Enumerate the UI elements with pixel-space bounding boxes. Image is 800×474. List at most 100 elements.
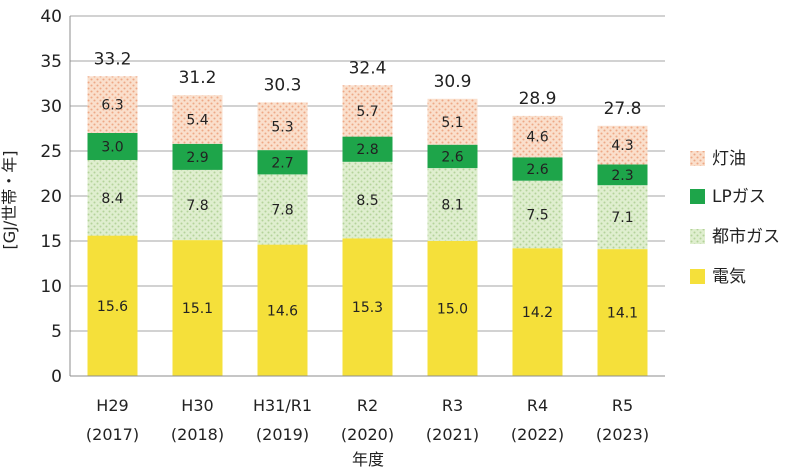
y-tick-label: 10 [40,277,62,297]
data-label-city-gas: 7.1 [611,210,633,226]
bar-segment-lp-gas [257,150,308,175]
bar-segment-lp-gas [87,133,138,160]
total-label: 32.4 [349,58,387,78]
bar-segment-electricity [257,244,308,376]
data-label-electricity: 14.6 [267,303,298,319]
total-label: 30.3 [264,75,302,95]
x-tick-year-label: (2023) [596,425,649,444]
data-label-lp-gas: 2.6 [441,149,463,165]
y-tick-label: 15 [40,232,62,252]
bar-segment-electricity [87,235,138,376]
x-tick-label: R2 [357,396,378,415]
data-label-electricity: 15.3 [352,300,383,316]
axes: [GJ/世帯・年] 年度 0 5 10 15 20 25 30 35 40 H29 (2017) H3… [0,7,665,469]
x-axis-title: 年度 [352,450,384,469]
data-label-kerosene: 6.3 [101,98,123,114]
data-label-kerosene: 5.1 [441,115,463,131]
data-label-electricity: 15.0 [437,302,468,318]
bar-segment-city-gas [512,180,563,249]
total-label: 27.8 [604,99,642,119]
bar-segment-city-gas [87,160,138,236]
bar-segment-city-gas [342,161,393,239]
bar-segment-electricity [427,241,478,376]
data-labels: 15.6 8.4 3.0 6.3 33.2 15.1 7.8 2.9 5.4 31.2 14.6 7.… [94,49,642,321]
data-label-lp-gas: 2.8 [356,142,378,158]
x-tick-year-label: (2021) [426,425,479,444]
y-tick-label: 40 [40,7,62,27]
bar-segment-kerosene [257,102,308,151]
data-label-lp-gas: 2.7 [271,155,293,171]
data-label-kerosene: 5.4 [186,113,208,129]
data-label-lp-gas: 2.9 [186,150,208,166]
bar-segment-electricity [342,238,393,376]
data-label-lp-gas: 2.6 [526,162,548,178]
bar-segment-kerosene [342,85,393,137]
x-tick-label: R3 [442,396,463,415]
data-label-electricity: 15.6 [97,299,128,315]
data-label-kerosene: 4.6 [526,130,548,146]
x-tick-label: H29 [96,396,128,415]
legend-swatch-kerosene [690,151,705,166]
bar-segment-lp-gas [597,164,648,186]
data-label-electricity: 14.2 [522,305,553,321]
y-tick-label: 20 [40,187,62,207]
data-label-city-gas: 8.5 [356,193,378,209]
data-label-electricity: 14.1 [607,306,638,322]
data-label-city-gas: 8.4 [101,191,123,207]
data-label-lp-gas: 3.0 [101,140,123,156]
total-label: 33.2 [94,49,132,69]
y-axis-title: [GJ/世帯・年] [0,151,19,250]
bar-segment-city-gas [597,185,648,250]
legend-swatch-lp-gas [690,189,705,204]
x-tick-label: R5 [612,396,633,415]
bar-segment-kerosene [427,98,478,145]
bar-segment-electricity [597,249,648,376]
x-tick-year-label: (2019) [256,425,309,444]
bar-segment-city-gas [427,168,478,241]
data-label-electricity: 15.1 [182,301,213,317]
x-tick-year-label: (2020) [341,425,394,444]
data-label-lp-gas: 2.3 [611,168,633,184]
data-label-kerosene: 5.7 [356,104,378,120]
bar-segment-city-gas [172,169,223,241]
bar-segment-electricity [512,248,563,376]
legend-swatch-electricity [690,269,705,284]
y-tick-label: 0 [51,367,62,387]
bar-segment-kerosene [172,95,223,144]
data-label-kerosene: 4.3 [611,138,633,154]
bar-segment-lp-gas [427,144,478,169]
data-label-city-gas: 7.8 [186,198,208,214]
bar-segment-lp-gas [172,143,223,170]
data-label-city-gas: 8.1 [441,198,463,214]
bar-segment-electricity [172,240,223,376]
data-label-city-gas: 7.8 [271,203,293,219]
y-tick-label: 25 [40,142,62,162]
bar-segment-city-gas [257,174,308,245]
y-tick-label: 5 [51,322,62,342]
x-tick-year-label: (2022) [511,425,564,444]
data-label-kerosene: 5.3 [271,119,293,135]
legend-label-city-gas: 都市ガス [712,227,780,247]
x-tick-label: H30 [181,396,213,415]
bar-segment-lp-gas [342,136,393,162]
legend-label-kerosene: 灯油 [712,149,746,169]
data-label-city-gas: 7.5 [526,207,548,223]
bar-segment-lp-gas [512,157,563,181]
total-label: 28.9 [519,89,557,109]
bar-segment-kerosene [87,76,138,133]
x-tick-label: H31/R1 [253,396,312,415]
legend-swatch-city-gas [690,229,705,244]
y-tick-label: 30 [40,97,62,117]
legend-label-lp-gas: LPガス [712,187,766,207]
x-tick-year-label: (2017) [86,425,139,444]
bars [87,76,648,376]
bar-segment-kerosene [597,125,648,165]
y-tick-label: 35 [40,52,62,72]
bar-segment-kerosene [512,115,563,158]
x-tick-label: R4 [527,396,548,415]
total-label: 31.2 [179,68,217,88]
legend-label-electricity: 電気 [712,267,746,287]
total-label: 30.9 [434,72,472,92]
